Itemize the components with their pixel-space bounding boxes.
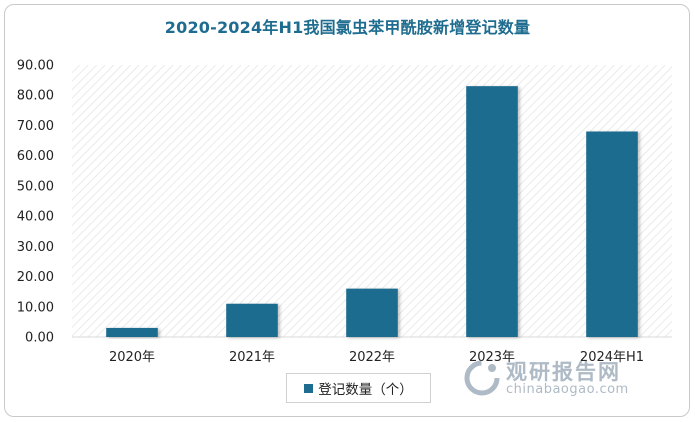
y-tick-label: 30.00 — [17, 240, 54, 255]
watermark-cn: 观研报告网 — [506, 360, 621, 384]
y-tick-label: 40.00 — [17, 210, 54, 225]
legend: 登记数量（个） — [286, 373, 431, 403]
bar — [346, 288, 398, 337]
x-tick-label: 2022年 — [349, 350, 395, 365]
bar — [466, 86, 518, 338]
y-tick-label: 90.00 — [17, 59, 54, 74]
y-tick-label: 60.00 — [17, 149, 54, 164]
y-tick-label: 70.00 — [17, 119, 54, 134]
watermark-en: chinabaogao.com — [506, 382, 629, 397]
chart-title: 2020-2024年H1我国氯虫苯甲酰胺新增登记数量 — [164, 18, 531, 37]
ring-logo-icon — [464, 360, 500, 396]
y-tick-label: 20.00 — [17, 270, 54, 285]
x-tick-label: 2024年H1 — [580, 350, 644, 365]
bar — [586, 131, 638, 337]
x-tick-label: 2021年 — [229, 350, 275, 365]
x-tick-label: 2020年 — [109, 350, 155, 365]
legend-label: 登记数量（个） — [318, 382, 413, 398]
bar-series — [106, 86, 638, 338]
y-tick-label: 80.00 — [17, 89, 54, 104]
bar — [106, 327, 158, 337]
y-tick-label: 50.00 — [17, 179, 54, 194]
bar — [226, 303, 278, 337]
y-tick-label: 10.00 — [17, 300, 54, 315]
y-tick-label: 0.00 — [25, 331, 54, 346]
legend-swatch — [304, 383, 314, 393]
watermark: 观研报告网 chinabaogao.com — [462, 354, 632, 404]
